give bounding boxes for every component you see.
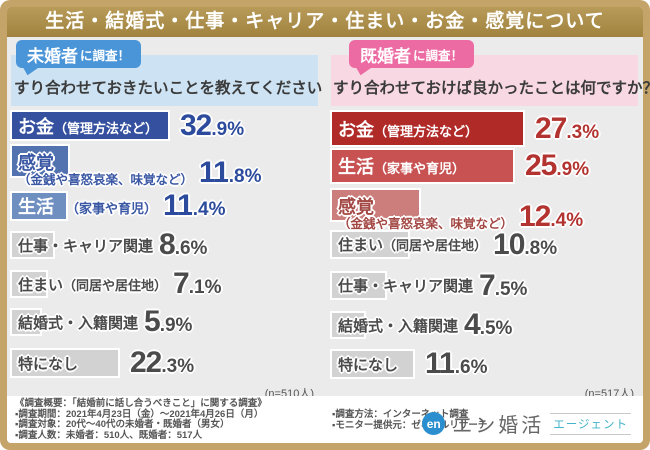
chart-row: 特になし 22.3% bbox=[12, 346, 195, 379]
bar-label: お金（管理方法など） bbox=[338, 119, 479, 140]
chart-row: 感覚 （金銭や喜怒哀楽、味覚など） 11.8% bbox=[12, 144, 261, 188]
bar-label: 住まい（同居や居住地） bbox=[338, 237, 488, 254]
survey-target-badge-married: 既婚者 に調査！ bbox=[349, 40, 475, 76]
bar-label: 特になし bbox=[18, 355, 79, 373]
bar-label: お金（管理方法など） bbox=[18, 116, 159, 137]
bar bbox=[12, 310, 40, 334]
page-title: 生活・結婚式・仕事・キャリア・住まい・お金・感覚について bbox=[45, 11, 605, 32]
badge-rest: に調査！ bbox=[413, 48, 464, 63]
bar bbox=[332, 313, 364, 337]
bar-label: 仕事・キャリア関連 bbox=[338, 278, 474, 295]
survey-detail-line: ▪モニター提供元：ゼネラルリサーチ bbox=[332, 419, 488, 431]
badge-highlight: 既婚者 bbox=[360, 46, 411, 66]
survey-details-left: 《調査概要：「結婚前に話し合うべきこと」に関する調査》 ▪調査期間：2021年4… bbox=[15, 398, 267, 441]
chart-row: 特になし 11.6% bbox=[332, 347, 488, 380]
bar bbox=[12, 146, 68, 176]
chart-row: 住まい（同居や居住地） 7.1% bbox=[12, 267, 222, 300]
chart-row: 結婚式・入籍関連 4.5% bbox=[332, 308, 513, 341]
survey-details-right: ▪調査方法：インターネット調査 ▪モニター提供元：ゼネラルリサーチ bbox=[332, 409, 488, 431]
bar bbox=[332, 150, 513, 182]
en-konkatsu-logo: en エン婚活 エージェント bbox=[422, 409, 631, 438]
bar-value: 25.9% bbox=[525, 149, 590, 182]
bar-label: 特になし bbox=[338, 356, 399, 374]
bar bbox=[12, 350, 118, 376]
logo-suffix: エージェント bbox=[550, 412, 631, 435]
en-logo-icon: en bbox=[422, 412, 446, 435]
survey-detail-line: ▪調査方法：インターネット調査 bbox=[332, 409, 469, 420]
bar bbox=[332, 112, 523, 145]
bar bbox=[332, 232, 408, 257]
chart-row: 感覚 （金銭や喜怒哀楽、味覚など） 12.4% bbox=[332, 188, 583, 232]
question-unmarried: すり合わせておきたいことを教えてください bbox=[14, 80, 323, 97]
chart-row: 生活 （家事や育児） 11.4% bbox=[12, 189, 226, 222]
bar-value: 27.3% bbox=[535, 111, 600, 145]
logo-name: エン婚活 bbox=[452, 415, 545, 437]
question-married: すり合わせておけば良かったことは何ですか？ bbox=[333, 80, 650, 97]
bar bbox=[332, 273, 385, 298]
bar-value: 8.6% bbox=[159, 228, 208, 261]
bar bbox=[12, 112, 168, 139]
bar-label: 結婚式・入籍関連 bbox=[338, 317, 459, 335]
survey-detail-line: 《調査概要：「結婚前に話し合うべきこと」に関する調査》 bbox=[15, 398, 267, 409]
bar-value: 4.5% bbox=[464, 308, 513, 341]
chart-row: 仕事・キャリア関連 8.6% bbox=[12, 228, 208, 261]
chart-row: 生活（家事や育児） 25.9% bbox=[332, 150, 589, 182]
chart-row: お金（管理方法など） 32.9% bbox=[12, 108, 245, 142]
bar bbox=[12, 272, 46, 296]
chart-column-unmarried: (n=510人) お金（管理方法など） 32.9% 感覚 （金銭や喜怒哀楽、味覚など）… bbox=[12, 108, 320, 404]
bar-value: 32.9% bbox=[180, 108, 245, 142]
bar-label: 住まい（同居や居住地） bbox=[18, 276, 168, 294]
bar-value: 11.4% bbox=[163, 189, 226, 222]
chart-row: お金（管理方法など） 27.3% bbox=[332, 112, 599, 145]
bar-label: 感覚 （金銭や喜怒哀楽、味覚など） bbox=[338, 197, 514, 232]
survey-detail-line: ▪調査期間：2021年4月23日（金）～2021年4月26日（月） bbox=[15, 408, 264, 420]
bar-value: 5.9% bbox=[144, 305, 193, 338]
bar-label: 生活（家事や育児） bbox=[18, 197, 158, 217]
title-bar: 生活・結婚式・仕事・キャリア・住まい・お金・感覚について bbox=[7, 7, 643, 37]
bar-label: 生活（家事や育児） bbox=[338, 157, 466, 177]
bar-label: 結婚式・入籍関連 bbox=[18, 314, 139, 332]
chart-row: 住まい（同居や居住地） 10.8% bbox=[332, 227, 558, 261]
bar-value: 22.3% bbox=[130, 346, 195, 379]
survey-detail-line: ▪調査人数：未婚者：510人、既婚者：517人 bbox=[15, 429, 203, 441]
survey-detail-line: ▪調査対象：20代～40代の未婚者・既婚者（男女） bbox=[15, 419, 230, 430]
bar bbox=[12, 193, 66, 219]
bar bbox=[332, 190, 419, 220]
bar-value: 11.8% bbox=[199, 156, 262, 189]
bar-value: 10.8% bbox=[493, 227, 558, 261]
chart-column-married: (n=517人) お金（管理方法など） 27.3% 生活（家事や育児） 25.9% 感覚… bbox=[332, 108, 640, 404]
survey-details: 《調査概要：「結婚前に話し合うべきこと」に関する調査》 ▪調査期間：2021年4… bbox=[7, 396, 643, 443]
survey-target-badge-unmarried: 未婚者 に調査！ bbox=[16, 40, 142, 76]
bar bbox=[12, 233, 53, 257]
bar-value: 12.4% bbox=[519, 200, 584, 233]
bar-value: 7.5% bbox=[479, 268, 528, 302]
chart-row: 仕事・キャリア関連 7.5% bbox=[332, 268, 528, 302]
badge-rest: に調査！ bbox=[80, 48, 131, 63]
bar-label: 感覚 （金銭や喜怒哀楽、味覚など） bbox=[18, 153, 194, 188]
bar-value: 7.1% bbox=[173, 267, 222, 300]
badge-highlight: 未婚者 bbox=[27, 46, 78, 66]
bar-label: 仕事・キャリア関連 bbox=[18, 237, 154, 255]
chart-row: 結婚式・入籍関連 5.9% bbox=[12, 305, 193, 338]
bar bbox=[332, 351, 413, 377]
bar-value: 11.6% bbox=[425, 347, 488, 380]
